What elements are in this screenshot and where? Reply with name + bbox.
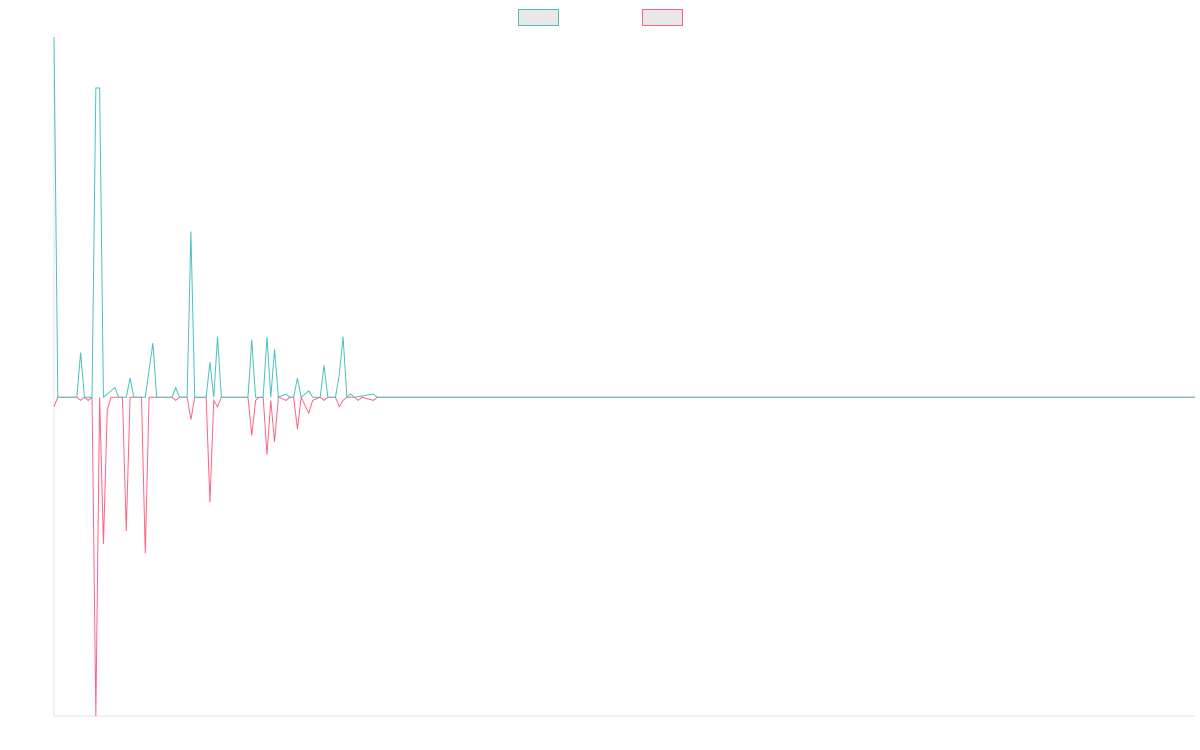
legend-swatch-1 <box>518 9 559 26</box>
series-line-1 <box>53 36 1195 399</box>
series-line-2 <box>53 395 1195 717</box>
legend-swatch-2 <box>642 9 683 26</box>
